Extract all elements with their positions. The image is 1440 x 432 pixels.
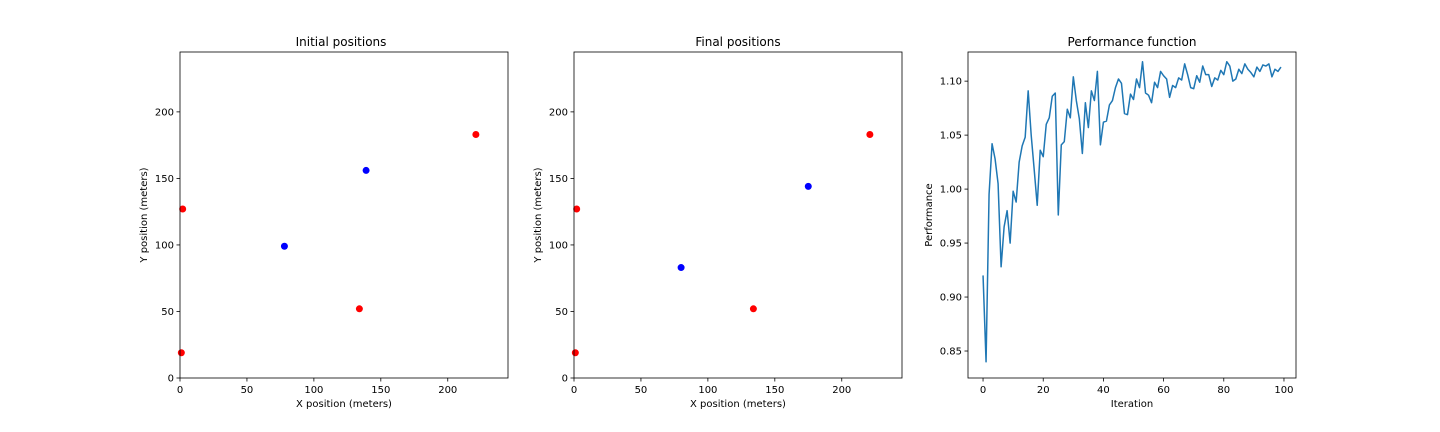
x-tick-label: 0 <box>571 385 577 396</box>
y-tick-label: 200 <box>155 107 174 118</box>
series-line <box>982 60 1282 363</box>
y-tick-label: 150 <box>549 174 568 185</box>
panel-performance-function: Performance function Iteration Performan… <box>924 35 1297 410</box>
panel-final-positions: Final positions X position (meters) Y po… <box>533 35 903 410</box>
scatter-point <box>179 205 187 213</box>
x-tick-label: 150 <box>371 385 390 396</box>
panel-title: Initial positions <box>296 35 387 49</box>
y-tick-label: 50 <box>161 307 174 318</box>
panel-title: Performance function <box>1068 35 1197 49</box>
y-tick-label: 0 <box>168 374 174 385</box>
scatter-point <box>355 305 363 313</box>
y-tick-label: 200 <box>549 107 568 118</box>
y-tick-label: 50 <box>555 307 568 318</box>
y-tick-label: 100 <box>549 240 568 251</box>
x-tick-label: 80 <box>1217 385 1230 396</box>
y-tick-label: 1.10 <box>940 77 962 88</box>
axes-frame <box>179 51 509 379</box>
y-axis-label: Y position (meters) <box>139 167 150 263</box>
x-axis-label: Iteration <box>1111 399 1153 410</box>
scatter-point <box>571 349 579 357</box>
y-tick-label: 1.05 <box>940 131 962 142</box>
scatter-point <box>280 242 288 250</box>
scatter-point <box>749 305 757 313</box>
y-tick-label: 150 <box>155 174 174 185</box>
x-tick-label: 20 <box>1037 385 1050 396</box>
y-axis-label: Performance <box>924 183 935 246</box>
scatter-point <box>573 205 581 213</box>
scatter-point <box>804 182 812 190</box>
scatter-point <box>177 349 185 357</box>
axes-frame <box>967 51 1297 379</box>
x-tick-label: 0 <box>980 385 986 396</box>
x-tick-label: 100 <box>1274 385 1293 396</box>
y-axis-label: Y position (meters) <box>533 167 544 263</box>
panel-title: Final positions <box>695 35 780 49</box>
x-axis-label: X position (meters) <box>690 399 786 410</box>
y-tick-label: 0.90 <box>940 293 962 304</box>
x-tick-label: 150 <box>765 385 784 396</box>
scatter-point <box>866 130 874 138</box>
x-tick-label: 50 <box>241 385 254 396</box>
x-tick-label: 40 <box>1097 385 1110 396</box>
x-tick-label: 100 <box>698 385 717 396</box>
y-tick-label: 0.85 <box>940 347 962 358</box>
panel-initial-positions: Initial positions X position (meters) Y … <box>139 35 509 410</box>
scatter-point <box>472 130 480 138</box>
scatter-point <box>362 166 370 174</box>
scatter-point <box>677 264 685 272</box>
y-tick-label: 0.95 <box>940 239 962 250</box>
x-tick-label: 200 <box>438 385 457 396</box>
x-tick-label: 100 <box>304 385 323 396</box>
y-tick-label: 0 <box>562 374 568 385</box>
x-tick-label: 200 <box>832 385 851 396</box>
x-axis-label: X position (meters) <box>296 399 392 410</box>
axes-frame <box>573 51 903 379</box>
x-tick-label: 0 <box>177 385 183 396</box>
y-tick-label: 100 <box>155 240 174 251</box>
x-tick-label: 50 <box>635 385 648 396</box>
x-tick-label: 60 <box>1157 385 1170 396</box>
y-tick-label: 1.00 <box>940 185 962 196</box>
